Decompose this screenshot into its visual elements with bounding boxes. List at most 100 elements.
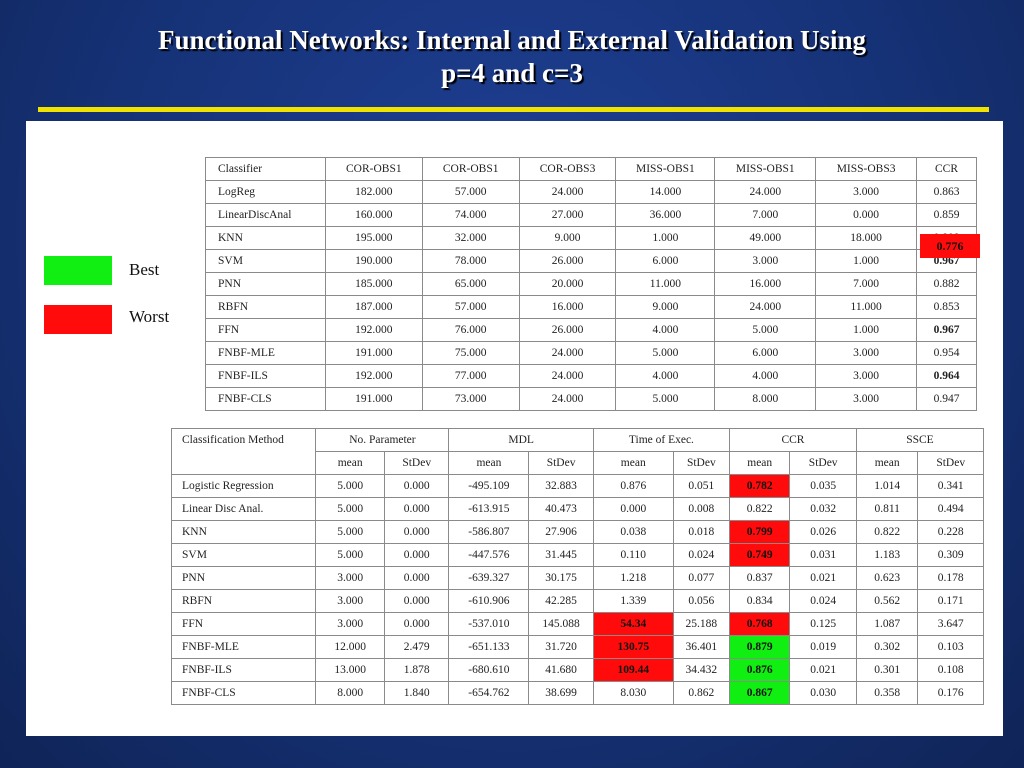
table2-value-cell: 0.309 [917, 543, 984, 567]
table1-value-cell: 65.000 [421, 272, 520, 296]
table2-subheader-cell: mean [855, 451, 919, 475]
table1-value-cell: 24.000 [518, 341, 617, 365]
table1-value-cell: 3.000 [815, 364, 918, 388]
table2-value-cell: 0.799 [728, 520, 791, 544]
table2-value-cell: 0.822 [728, 497, 791, 521]
table2-value-cell: 0.024 [789, 589, 857, 613]
table1-classifier-cell: FFN [205, 318, 326, 342]
table1-value-cell: 24.000 [714, 180, 817, 204]
table2-value-cell: -613.915 [448, 497, 530, 521]
internal-validation-table: Classifier COR-OBS1 COR-OBS1 COR-OBS3 MI… [205, 157, 977, 411]
table2-value-cell: 0.879 [728, 635, 791, 659]
table2-value-cell: 31.445 [528, 543, 594, 567]
table1-value-cell: 0.964 [916, 364, 977, 388]
table2-subheader-cell: StDev [528, 451, 594, 475]
table1-value-cell: 187.000 [324, 295, 423, 319]
table2-value-cell: 0.000 [383, 543, 450, 567]
slide-title: Functional Networks: Internal and Extern… [30, 24, 994, 90]
table2-value-cell: 42.285 [528, 589, 594, 613]
table2-value-cell: 5.000 [315, 474, 385, 498]
table2-value-cell: 0.032 [789, 497, 857, 521]
table2-subheader-cell: mean [592, 451, 674, 475]
table2-subheader-cell: StDev [917, 451, 984, 475]
table2-row: FNBF-CLS 8.000 1.840 -654.762 38.699 8.030 0.8… [170, 681, 984, 705]
table1-value-cell: 3.000 [815, 341, 918, 365]
table2-value-cell: 0.000 [383, 612, 450, 636]
table2-row: KNN 5.000 0.000 -586.807 27.906 0.038 0.018 0.7… [170, 520, 984, 544]
table2-value-cell: 38.699 [528, 681, 594, 705]
table2-value-cell: -586.807 [448, 520, 530, 544]
table2-value-cell: 36.401 [672, 635, 731, 659]
legend-worst-label: Worst [129, 307, 170, 326]
table1-value-cell: 9.000 [615, 295, 716, 319]
table1-value-cell: 190.000 [324, 249, 423, 273]
table2-value-cell: 2.479 [383, 635, 450, 659]
table2-value-cell: 0.623 [855, 566, 919, 590]
table2-value-cell: 1.087 [855, 612, 919, 636]
table2-value-cell: 12.000 [315, 635, 385, 659]
legend-best-label: Best [129, 260, 160, 279]
table1-header-cell: COR-OBS3 [518, 157, 617, 181]
table2-value-cell: -447.576 [448, 543, 530, 567]
table2-value-cell: 0.000 [383, 589, 450, 613]
table2-subheader-cell: StDev [789, 451, 857, 475]
table2-value-cell: 0.000 [592, 497, 674, 521]
table2-value-cell: 0.301 [855, 658, 919, 682]
table1-value-cell: 182.000 [324, 180, 423, 204]
table2-row: PNN 3.000 0.000 -639.327 30.175 1.218 0.077 0.8… [170, 566, 984, 590]
table1-value-cell: 26.000 [518, 318, 617, 342]
table1-value-cell: 73.000 [421, 387, 520, 411]
table1-value-cell: 192.000 [324, 318, 423, 342]
table2-header-cell: CCR [729, 428, 857, 452]
external-validation-table: Classification Method No. Parameter MDL … [170, 428, 985, 705]
table2-value-cell: 0.103 [917, 635, 984, 659]
table2-value-cell: 1.840 [383, 681, 450, 705]
table2-value-cell: 0.341 [917, 474, 984, 498]
table2-value-cell: 3.000 [315, 566, 385, 590]
table1-value-cell: 74.000 [421, 203, 520, 227]
table2-value-cell: 8.030 [592, 681, 674, 705]
table2-header-cell: Classification Method [170, 428, 317, 475]
table2-method-cell: PNN [170, 566, 317, 590]
table2-value-cell: -639.327 [448, 566, 530, 590]
table2-value-cell: -680.610 [448, 658, 530, 682]
table1-value-cell: 20.000 [518, 272, 617, 296]
table1-value-cell: 77.000 [421, 364, 520, 388]
table2-method-cell: FNBF-ILS [170, 658, 317, 682]
table2-value-cell: 54.34 [592, 612, 674, 636]
table2-value-cell: 0.035 [789, 474, 857, 498]
table2-value-cell: 0.822 [855, 520, 919, 544]
table2-value-cell: 0.876 [592, 474, 674, 498]
table1-value-cell: 0.859 [916, 203, 977, 227]
table1-row: FNBF-ILS 192.000 77.000 24.000 4.000 4.000 3.0… [205, 364, 977, 388]
table1-value-cell: 24.000 [518, 180, 617, 204]
table1-header-cell: COR-OBS1 [324, 157, 423, 181]
table1-value-cell: 191.000 [324, 387, 423, 411]
table2-row: RBFN 3.000 0.000 -610.906 42.285 1.339 0.056 0.… [170, 589, 984, 613]
table2-value-cell: 1.339 [592, 589, 674, 613]
table2-header-cell: Time of Exec. [592, 428, 731, 452]
table2-value-cell: 0.494 [917, 497, 984, 521]
table2-header-cell: MDL [448, 428, 594, 452]
table2-method-cell: RBFN [170, 589, 317, 613]
table2-value-cell: 3.000 [315, 612, 385, 636]
table1-value-cell: 7.000 [714, 203, 817, 227]
table1-value-cell: 57.000 [421, 180, 520, 204]
table2-value-cell: 34.432 [672, 658, 731, 682]
table1-value-cell: 1.000 [615, 226, 716, 250]
table2-value-cell: 0.000 [383, 497, 450, 521]
table1-value-cell: 0.000 [815, 203, 918, 227]
table2-row: FNBF-ILS 13.000 1.878 -680.610 41.680 109.44 3… [170, 658, 984, 682]
table1-value-cell: 185.000 [324, 272, 423, 296]
table2-value-cell: 0.876 [728, 658, 791, 682]
table1-value-cell: 0.947 [916, 387, 977, 411]
table1-value-cell: 24.000 [518, 387, 617, 411]
table2-value-cell: 32.883 [528, 474, 594, 498]
table2-value-cell: 0.038 [592, 520, 674, 544]
table1-header-row: Classifier COR-OBS1 COR-OBS1 COR-OBS3 MI… [205, 157, 977, 181]
table2-value-cell: 31.720 [528, 635, 594, 659]
table1-header-cell: MISS-OBS3 [815, 157, 918, 181]
table1-row: SVM 190.000 78.000 26.000 6.000 3.000 1.000 0.9… [205, 249, 977, 273]
table1-value-cell: 26.000 [518, 249, 617, 273]
table2-value-cell: 0.768 [728, 612, 791, 636]
